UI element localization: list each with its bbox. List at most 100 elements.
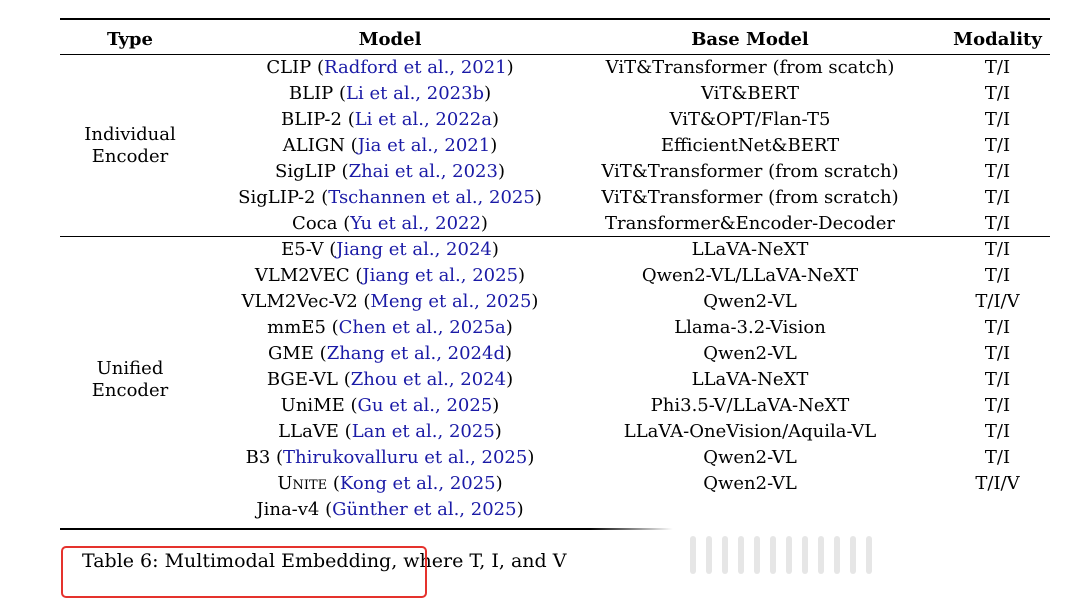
group-label: Unified Encoder: [60, 358, 200, 402]
base-model-cell: Phi3.5-V/LLaVA-NeXT: [650, 395, 850, 416]
citation-link[interactable]: Lan et al., 2025: [351, 421, 495, 442]
model-cell: Coca (Yu et al., 2022): [292, 213, 488, 234]
model-name: VLM2VEC: [254, 265, 350, 286]
model-cell: Unite (Kong et al., 2025): [277, 473, 503, 494]
modality-cell: T/I: [984, 213, 1011, 234]
caption-highlight-box: [61, 546, 427, 598]
model-name: BLIP: [288, 83, 334, 104]
modality-cell: T/I: [984, 83, 1011, 104]
model-cell: VLM2VEC (Jiang et al., 2025): [254, 265, 526, 286]
citation-link[interactable]: Jia et al., 2021: [357, 135, 491, 156]
model-name: GME: [268, 343, 314, 364]
model-cell: GME (Zhang et al., 2024d): [268, 343, 512, 364]
model-name: VLM2Vec-V2: [241, 291, 358, 312]
modality-cell: T/I: [984, 239, 1011, 260]
base-model-cell: EfficientNet&BERT: [660, 135, 840, 156]
group-label: Individual Encoder: [60, 124, 200, 168]
modality-cell: T/I: [984, 395, 1011, 416]
model-name: Coca: [292, 213, 338, 234]
citation-link[interactable]: Yu et al., 2022: [350, 213, 481, 234]
citation-link[interactable]: Zhang et al., 2024d: [326, 343, 505, 364]
citation-link[interactable]: Li et al., 2022a: [354, 109, 492, 130]
model-cell: BLIP (Li et al., 2023b): [288, 83, 492, 104]
model-name: B3: [245, 447, 271, 468]
table-caption: Table 6: Multimodal Embedding, where T, …: [82, 550, 567, 572]
model-cell: LLaVE (Lan et al., 2025): [278, 421, 502, 442]
base-model-cell: ViT&Transformer (from scratch): [601, 187, 899, 208]
modality-cell: T/I: [984, 161, 1011, 182]
model-name: CLIP: [266, 57, 312, 78]
modality-cell: T/I: [984, 447, 1011, 468]
citation-link[interactable]: Thirukovalluru et al., 2025: [283, 447, 528, 468]
model-name: SigLIP-2: [238, 187, 316, 208]
group-label-line: Individual: [84, 124, 176, 145]
table-top-rule: [60, 18, 1050, 20]
model-name: Unite: [277, 473, 328, 494]
citation-link[interactable]: Jiang et al., 2024: [336, 239, 492, 260]
header-modality: Modality: [953, 29, 1042, 50]
model-cell: SigLIP-2 (Tschannen et al., 2025): [238, 187, 542, 208]
base-model-cell: LLaVA-NeXT: [691, 369, 809, 390]
header-rule: [60, 54, 1050, 55]
citation-link[interactable]: Chen et al., 2025a: [338, 317, 506, 338]
base-model-cell: ViT&Transformer (from scatch): [605, 57, 895, 78]
model-name: mmE5: [267, 317, 326, 338]
modality-cell: T/I: [984, 369, 1011, 390]
modality-cell: T/I/V: [975, 473, 1020, 494]
model-name: ALIGN: [282, 135, 345, 156]
model-name: E5-V: [281, 239, 324, 260]
base-model-cell: Qwen2-VL: [703, 343, 797, 364]
citation-link[interactable]: Zhou et al., 2024: [350, 369, 507, 390]
model-cell: UniME (Gu et al., 2025): [280, 395, 500, 416]
citation-link[interactable]: Zhai et al., 2023: [348, 161, 498, 182]
citation-link[interactable]: Tschannen et al., 2025: [328, 187, 535, 208]
base-model-cell: Qwen2-VL: [703, 447, 797, 468]
model-cell: B3 (Thirukovalluru et al., 2025): [245, 447, 535, 468]
citation-link[interactable]: Günther et al., 2025: [332, 499, 517, 520]
model-cell: VLM2Vec-V2 (Meng et al., 2025): [241, 291, 539, 312]
base-model-cell: Qwen2-VL/LLaVA-NeXT: [641, 265, 859, 286]
model-cell: mmE5 (Chen et al., 2025a): [267, 317, 513, 338]
group-label-line: Unified: [96, 358, 164, 379]
citation-link[interactable]: Gu et al., 2025: [357, 395, 493, 416]
modality-cell: T/I: [984, 187, 1011, 208]
base-model-cell: ViT&BERT: [700, 83, 800, 104]
header-model: Model: [358, 29, 422, 50]
model-name: BGE-VL: [266, 369, 339, 390]
citation-link[interactable]: Li et al., 2023b: [346, 83, 485, 104]
model-cell: SigLIP (Zhai et al., 2023): [275, 161, 505, 182]
model-cell: BGE-VL (Zhou et al., 2024): [266, 369, 514, 390]
header-type: Type: [107, 29, 153, 50]
model-cell: Jina-v4 (Günther et al., 2025): [256, 499, 524, 520]
base-model-cell: Qwen2-VL: [703, 291, 797, 312]
citation-link[interactable]: Radford et al., 2021: [324, 57, 507, 78]
modality-cell: T/I: [984, 135, 1011, 156]
modality-cell: T/I: [984, 57, 1011, 78]
model-name: Jina-v4: [256, 499, 320, 520]
modality-cell: T/I: [984, 265, 1011, 286]
model-cell: ALIGN (Jia et al., 2021): [282, 135, 498, 156]
group-label-line: Encoder: [91, 380, 169, 401]
modality-cell: T/I: [984, 421, 1011, 442]
citation-link[interactable]: Kong et al., 2025: [339, 473, 496, 494]
base-model-cell: Qwen2-VL: [703, 473, 797, 494]
citation-link[interactable]: Jiang et al., 2025: [362, 265, 519, 286]
model-name: BLIP-2: [281, 109, 342, 130]
base-model-cell: LLaVA-NeXT: [691, 239, 809, 260]
base-model-cell: ViT&OPT/Flan-T5: [669, 109, 831, 130]
base-model-cell: Transformer&Encoder-Decoder: [605, 213, 895, 234]
model-name: UniME: [280, 395, 345, 416]
model-name: SigLIP: [275, 161, 336, 182]
model-name: LLaVE: [278, 421, 339, 442]
header-base-model: Base Model: [691, 29, 809, 50]
modality-cell: T/I: [984, 317, 1011, 338]
table-bottom-rule: [60, 528, 1050, 530]
model-cell: CLIP (Radford et al., 2021): [266, 57, 514, 78]
base-model-cell: LLaVA-OneVision/Aquila-VL: [623, 421, 877, 442]
group-separator-rule: [60, 236, 1050, 237]
citation-link[interactable]: Meng et al., 2025: [370, 291, 532, 312]
modality-cell: T/I/V: [975, 291, 1020, 312]
model-cell: BLIP-2 (Li et al., 2022a): [281, 109, 499, 130]
base-model-cell: Llama-3.2-Vision: [674, 317, 826, 338]
group-label-line: Encoder: [91, 146, 169, 167]
